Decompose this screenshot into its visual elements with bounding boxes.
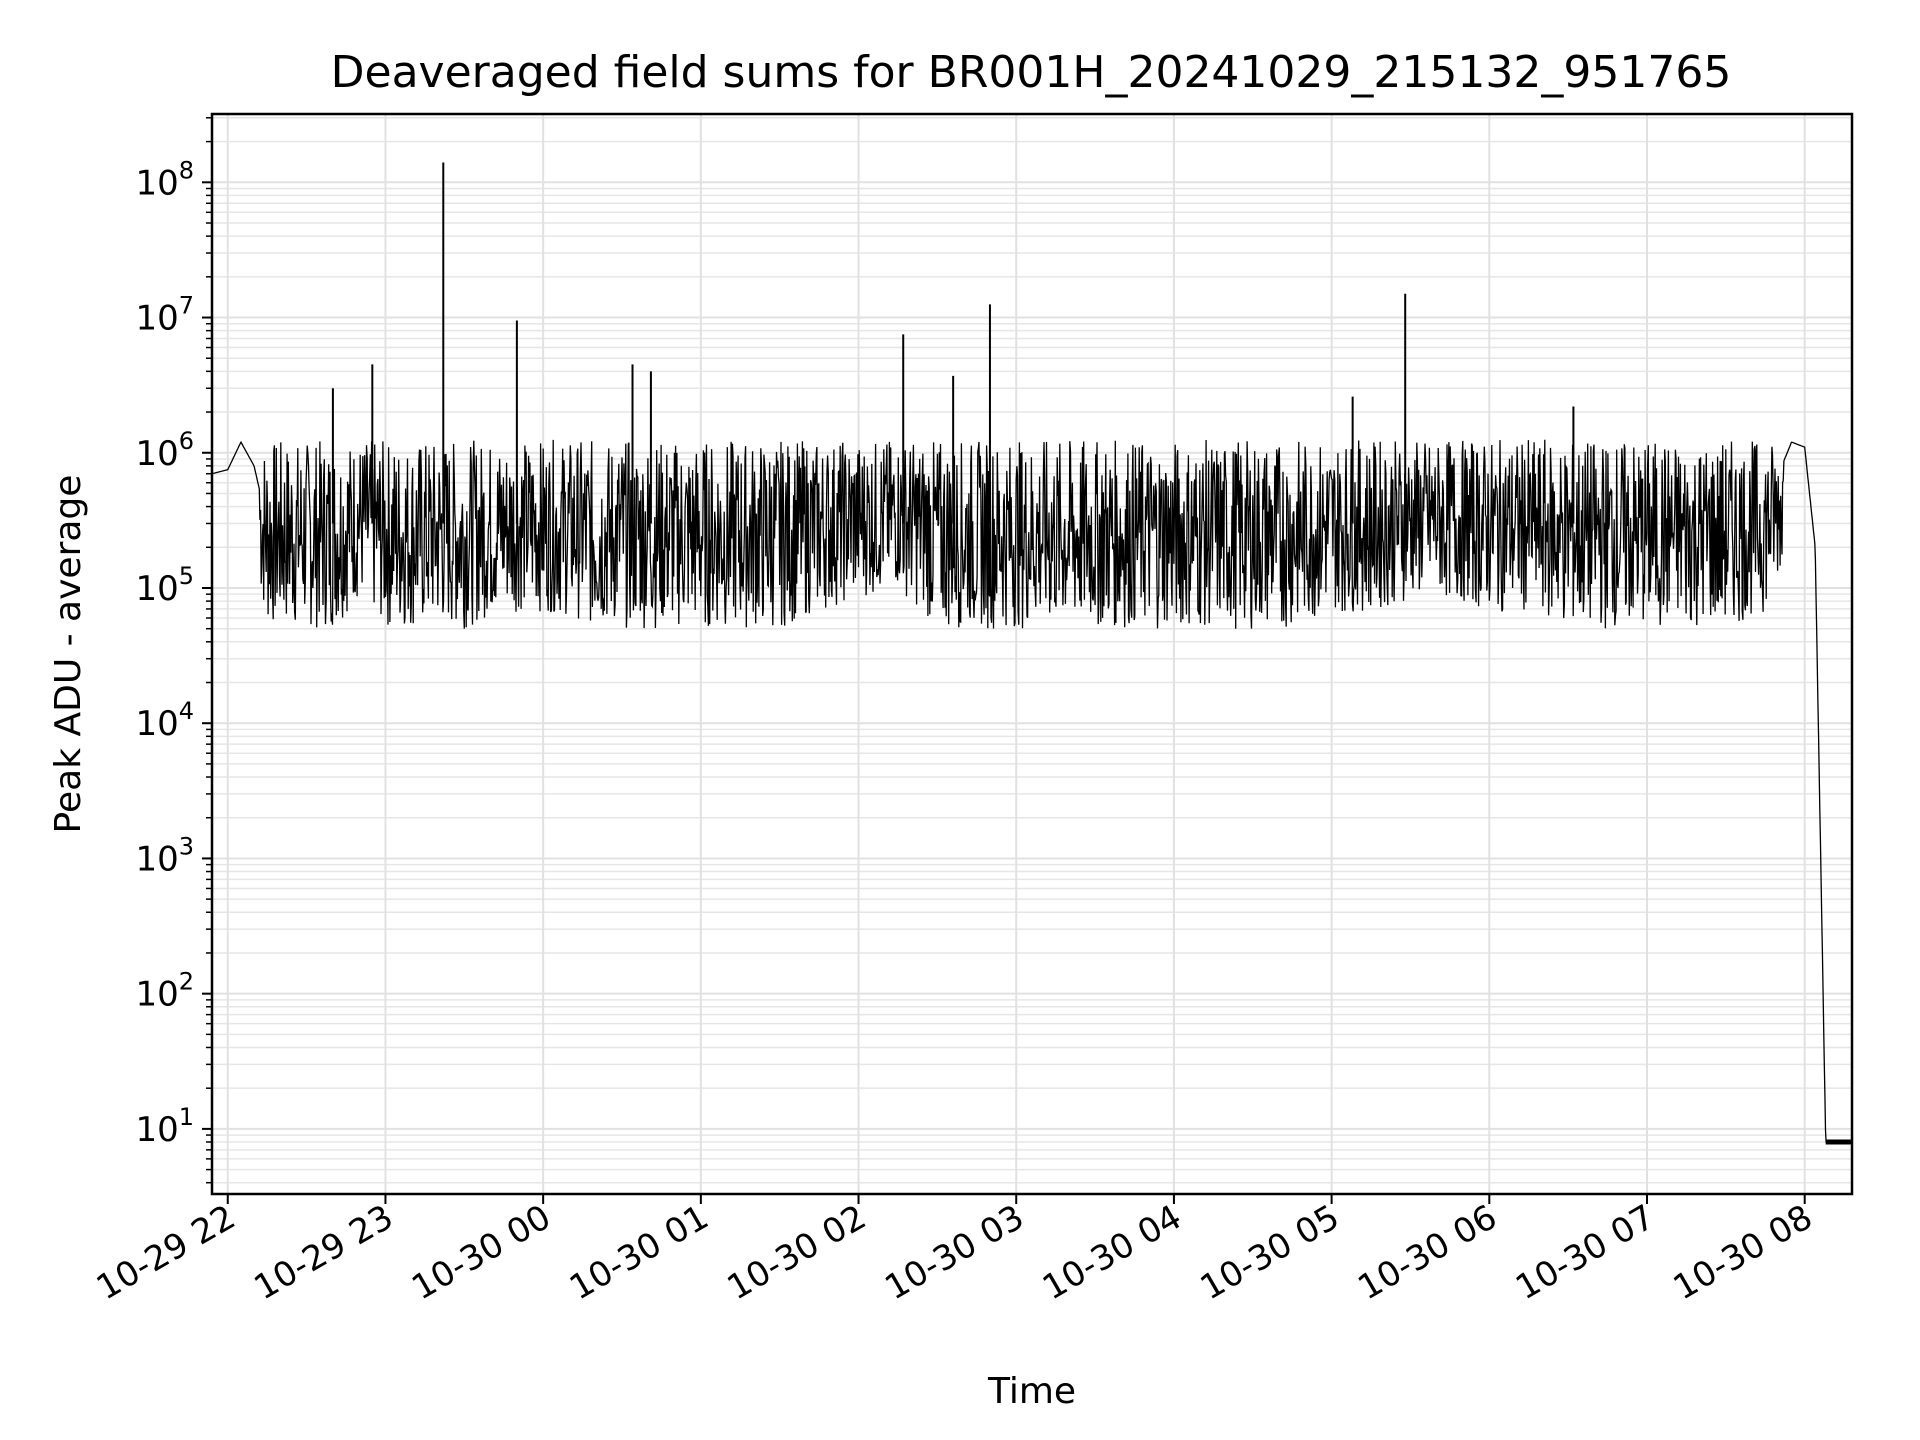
x-axis-label: Time xyxy=(987,1371,1076,1412)
plot-area-frame xyxy=(210,112,1854,1196)
grid-layer xyxy=(212,114,1852,1194)
series-line xyxy=(211,439,1852,1143)
y-tick-label: 104 xyxy=(135,697,194,744)
y-tick-label: 103 xyxy=(135,832,194,879)
y-tick-label: 105 xyxy=(135,562,194,609)
y-axis: 101 102 103 104 105 106 107 108 xyxy=(135,117,212,1184)
y-axis-label: Peak ADU - average xyxy=(48,475,89,834)
y-tick-label: 101 xyxy=(135,1103,194,1150)
y-tick-label: 106 xyxy=(135,427,194,474)
y-tick-label: 102 xyxy=(135,968,194,1015)
data-layer xyxy=(211,162,1852,1145)
y-tick-label: 107 xyxy=(135,292,194,339)
y-tick-label: 108 xyxy=(135,156,194,203)
chart-title: Deaveraged field sums for BR001H_2024102… xyxy=(331,47,1732,98)
